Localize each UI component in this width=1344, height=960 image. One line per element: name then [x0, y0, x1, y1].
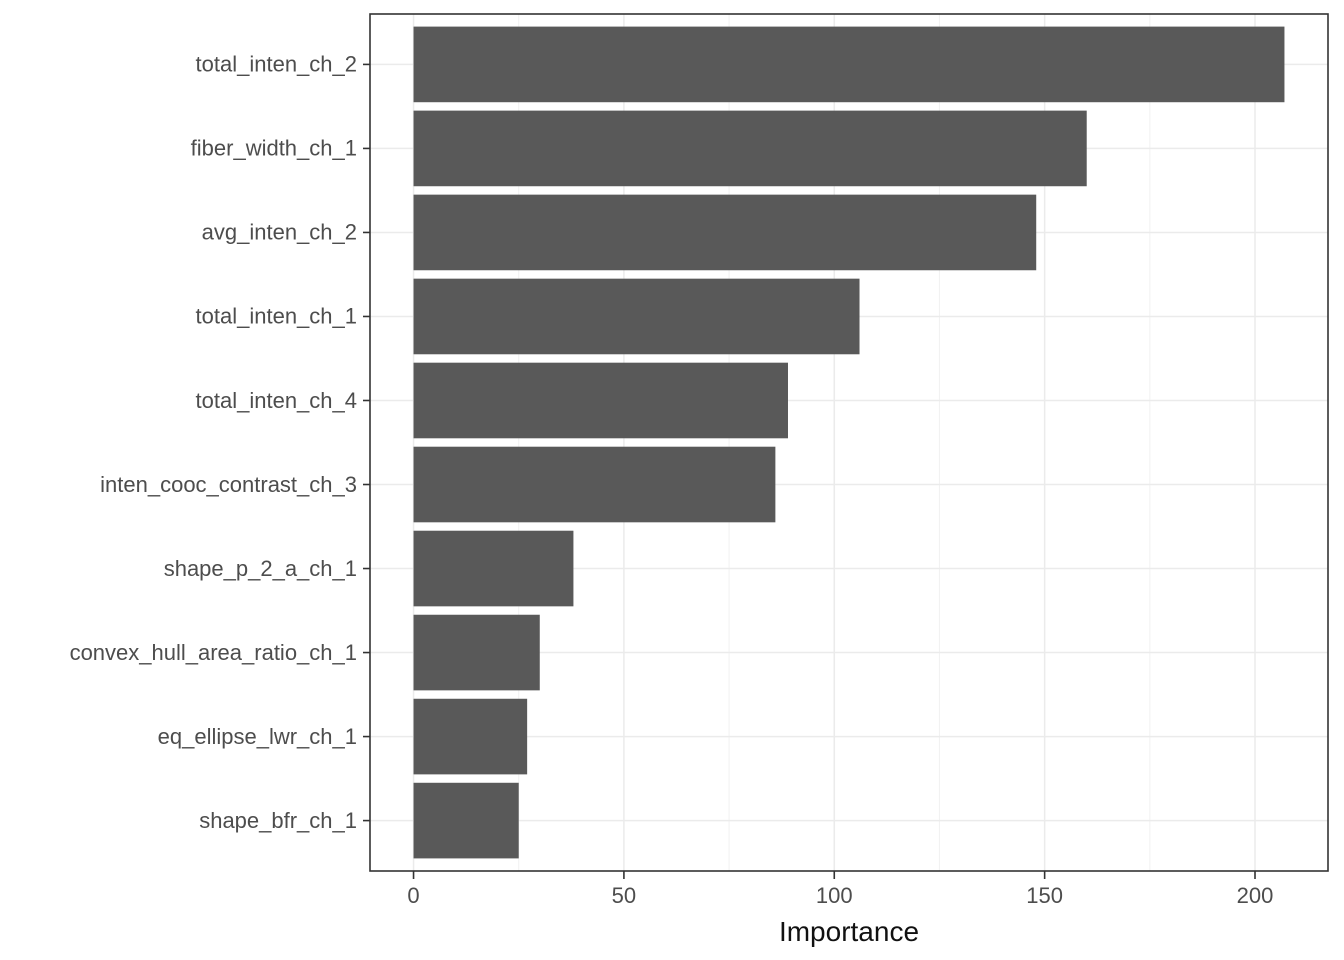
y-axis-label: inten_cooc_contrast_ch_3	[100, 472, 357, 497]
y-axis-label: total_inten_ch_1	[196, 304, 357, 329]
y-axis-label: fiber_width_ch_1	[191, 136, 357, 161]
y-axis-label: total_inten_ch_2	[196, 52, 357, 77]
bar-fiber_width_ch_1	[413, 110, 1087, 187]
y-axis-label: shape_bfr_ch_1	[199, 808, 357, 833]
bar-eq_ellipse_lwr_ch_1	[413, 698, 528, 775]
bar-total_inten_ch_1	[413, 278, 860, 355]
x-tick-label: 0	[407, 883, 419, 908]
bar-avg_inten_ch_2	[413, 194, 1037, 271]
bar-total_inten_ch_2	[413, 26, 1285, 103]
bar-convex_hull_area_ratio_ch_1	[413, 614, 540, 691]
panel-border	[369, 13, 1329, 872]
y-axis-label: total_inten_ch_4	[196, 388, 357, 413]
y-axis-label: shape_p_2_a_ch_1	[164, 556, 357, 581]
bar-inten_cooc_contrast_ch_3	[413, 446, 776, 523]
x-tick-label: 200	[1237, 883, 1274, 908]
x-tick-label: 100	[816, 883, 853, 908]
y-axis-label: eq_ellipse_lwr_ch_1	[158, 724, 357, 749]
bar-total_inten_ch_4	[413, 362, 788, 439]
y-axis-label: convex_hull_area_ratio_ch_1	[70, 640, 357, 665]
x-axis-title: Importance	[779, 916, 919, 947]
y-axis-label: avg_inten_ch_2	[202, 220, 357, 245]
x-tick-label: 50	[612, 883, 636, 908]
bar-shape_p_2_a_ch_1	[413, 530, 574, 607]
x-tick-label: 150	[1026, 883, 1063, 908]
bar-shape_bfr_ch_1	[413, 782, 519, 859]
